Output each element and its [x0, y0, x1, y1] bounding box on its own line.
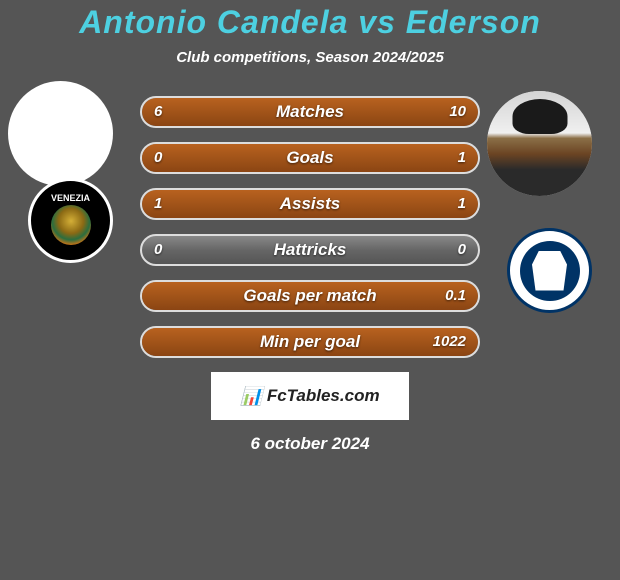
stats-list: Matches610Goals01Assists11Hattricks00Goa… — [140, 96, 480, 358]
stat-left-value: 1 — [154, 190, 162, 218]
stat-right-value: 1022 — [433, 328, 466, 356]
photo-placeholder-icon — [487, 91, 592, 196]
stat-right-value: 1 — [458, 190, 466, 218]
stat-row: Goals0 1 — [140, 142, 480, 174]
stat-left-value: 0 — [154, 144, 162, 172]
stat-row: Matches6 10 — [140, 96, 480, 128]
venezia-logo-icon: Venezia — [51, 194, 91, 247]
stat-left-value: 6 — [154, 98, 162, 126]
club-left-logo: Venezia — [28, 178, 113, 263]
club-left-name: Venezia — [51, 194, 91, 203]
stat-right-value: 0 — [458, 236, 466, 264]
comparison-title: Antonio Candela vs Ederson — [0, 4, 620, 41]
stat-row: Goals per match0.1 — [140, 280, 480, 312]
stat-label: Goals — [142, 144, 478, 172]
watermark-text: FcTables.com — [267, 386, 380, 406]
subtitle: Club competitions, Season 2024/2025 — [0, 49, 620, 66]
content-area: Venezia Matches610Goals01Assists11Hattri… — [0, 96, 620, 454]
stat-label: Min per goal — [142, 328, 478, 356]
stat-left-value: 0 — [154, 236, 162, 264]
watermark-badge: 📊 FcTables.com — [211, 372, 409, 420]
atalanta-logo-icon — [520, 241, 580, 301]
stat-label: Assists — [142, 190, 478, 218]
stat-row: Hattricks0 0 — [140, 234, 480, 266]
stat-right-value: 0.1 — [445, 282, 466, 310]
stat-right-value: 10 — [449, 98, 466, 126]
stat-label: Goals per match — [142, 282, 478, 310]
stat-row: Min per goal1022 — [140, 326, 480, 358]
date-label: 6 october 2024 — [0, 434, 620, 454]
chart-icon: 📊 — [240, 386, 262, 407]
player-left-photo — [8, 81, 113, 186]
club-right-logo — [507, 228, 592, 313]
photo-placeholder-icon — [11, 116, 111, 151]
stat-label: Matches — [142, 98, 478, 126]
stat-right-value: 1 — [458, 144, 466, 172]
player-right-photo — [487, 91, 592, 196]
infographic-container: Antonio Candela vs Ederson Club competit… — [0, 0, 620, 454]
stat-label: Hattricks — [142, 236, 478, 264]
stat-row: Assists1 1 — [140, 188, 480, 220]
